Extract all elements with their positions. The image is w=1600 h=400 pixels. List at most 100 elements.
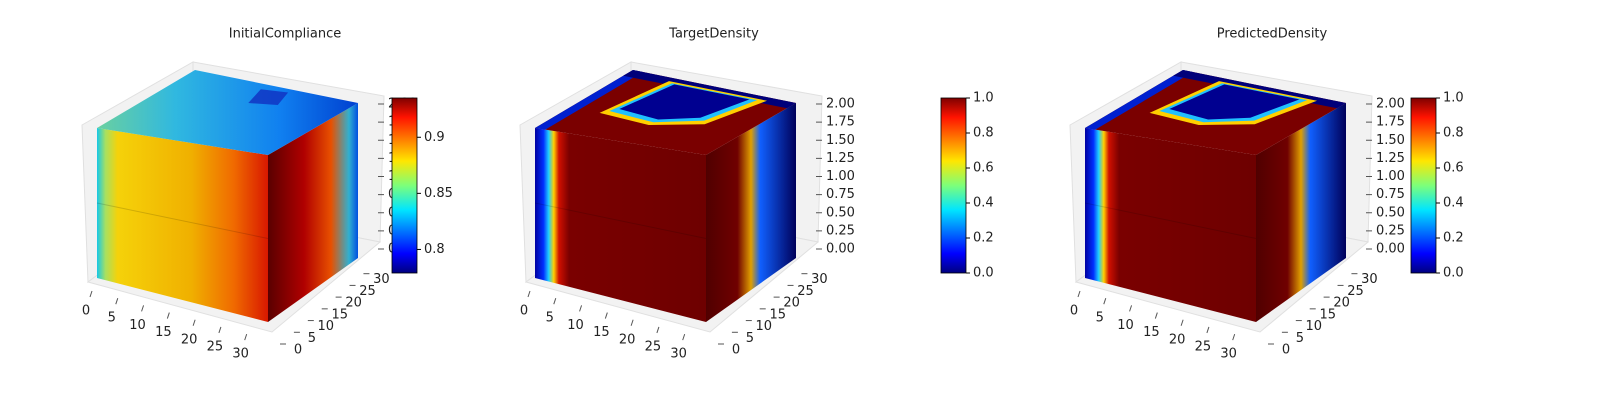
z-tick-label: 0.50: [1376, 205, 1405, 220]
x-tick: [630, 319, 634, 326]
y-tick-label: 15: [1319, 307, 1336, 322]
z-tick-label: 1.50: [826, 133, 855, 148]
z-tick-label: 0.50: [826, 205, 855, 220]
y-tick-label: 15: [331, 307, 348, 322]
top-hole: [1169, 84, 1300, 120]
box-top: [97, 70, 358, 155]
colorbar-tick-label: 0.0: [973, 266, 994, 281]
x-tick-label: 25: [207, 339, 224, 354]
colorbar-tick-label: 0.8: [973, 126, 994, 141]
x-tick: [682, 333, 686, 341]
top-front-strip: [1085, 70, 1193, 130]
colorbar-tick-label: 0.8: [1443, 126, 1464, 141]
y-tick-label: 30: [811, 272, 828, 287]
box-seam: [534, 202, 707, 239]
z-tick-label: 0.00: [826, 242, 855, 257]
x-tick-label: 5: [108, 311, 116, 326]
y-tick-label: 0: [732, 343, 740, 358]
z-tick-label: 0.00: [1376, 242, 1405, 257]
x-tick: [141, 305, 145, 312]
y-tick-label: 20: [345, 296, 362, 311]
colorbar-tick-label: 0.2: [973, 231, 994, 246]
box-front: [1085, 128, 1256, 322]
top-hole: [619, 84, 750, 120]
x-tick: [1232, 333, 1236, 341]
y-tick-label: 10: [756, 319, 773, 334]
x-tick-label: 15: [155, 325, 172, 340]
x-tick-label: 10: [1117, 318, 1134, 333]
panel-title: PredictedDensity: [1217, 27, 1328, 42]
z-tick-label: 2.00: [1376, 97, 1405, 112]
x-tick-label: 0: [1070, 304, 1078, 319]
x-tick: [166, 312, 170, 319]
top-front-strip: [535, 70, 643, 130]
x-tick-label: 5: [546, 311, 554, 326]
y-tick-label: 20: [1333, 296, 1350, 311]
x-tick-label: 30: [1220, 347, 1237, 362]
y-tick-label: 20: [783, 296, 800, 311]
x-tick: [1206, 326, 1210, 334]
z-tick-label: 1.00: [1376, 169, 1405, 184]
x-tick: [604, 312, 608, 319]
z-tick-label: 0.25: [1376, 223, 1405, 238]
y-tick-label: 30: [373, 272, 390, 287]
x-tick: [115, 298, 119, 305]
y-tick-label: 0: [1282, 343, 1290, 358]
x-tick-label: 20: [619, 332, 636, 347]
y-tick-label: 25: [797, 284, 814, 299]
x-tick: [1077, 290, 1081, 298]
z-tick-label: 0.75: [826, 187, 855, 202]
colorbar-tick-label: 0.8: [424, 242, 445, 257]
y-tick-label: 10: [1306, 319, 1323, 334]
y-tick-label: 15: [769, 307, 786, 322]
panel-title: InitialCompliance: [229, 27, 342, 42]
x-tick-label: 30: [670, 347, 687, 362]
x-tick-label: 25: [1195, 339, 1212, 354]
y-tick-label: 10: [318, 319, 335, 334]
y-tick-label: 5: [308, 331, 316, 346]
x-tick-label: 0: [520, 304, 528, 319]
box-front: [535, 128, 706, 322]
colorbar-tick-label: 0.4: [973, 196, 994, 211]
x-tick: [527, 290, 531, 298]
y-tick-label: 25: [359, 284, 376, 299]
colorbar-tick-label: 0.6: [1443, 161, 1464, 176]
colorbar: [940, 97, 967, 274]
y-tick-label: 5: [746, 331, 754, 346]
x-tick-label: 30: [232, 347, 249, 362]
x-tick: [553, 298, 557, 305]
colorbar-tick-label: 0.0: [1443, 266, 1464, 281]
colorbar-tick-label: 1.0: [973, 91, 994, 106]
z-tick-label: 0.75: [1376, 187, 1405, 202]
box-seam: [96, 202, 269, 239]
box-seam: [1084, 202, 1257, 239]
x-tick: [1180, 319, 1184, 326]
x-tick: [192, 319, 196, 326]
box-front: [97, 128, 268, 322]
box-right: [706, 103, 796, 322]
x-tick-label: 20: [181, 332, 198, 347]
z-tick-label: 0.25: [826, 223, 855, 238]
colorbar-tick-label: 0.85: [424, 186, 453, 201]
x-tick-label: 15: [1143, 325, 1160, 340]
colorbar-tick-label: 0.6: [973, 161, 994, 176]
x-tick: [579, 305, 583, 312]
y-tick-label: 30: [1361, 272, 1378, 287]
x-tick: [244, 333, 248, 341]
z-tick-label: 1.75: [826, 115, 855, 130]
x-tick-label: 5: [1096, 311, 1104, 326]
z-tick-label: 1.25: [1376, 151, 1405, 166]
y-tick-label: 0: [294, 343, 302, 358]
x-tick: [89, 290, 93, 298]
x-tick-label: 20: [1169, 332, 1186, 347]
x-tick: [656, 326, 660, 334]
x-tick: [218, 326, 222, 334]
colorbar-tick-label: 1.0: [1443, 91, 1464, 106]
x-tick-label: 0: [82, 304, 90, 319]
colorbar-tick-label: 0.9: [424, 130, 445, 145]
x-tick: [1103, 298, 1107, 305]
x-tick: [1129, 305, 1133, 312]
x-tick-label: 10: [129, 318, 146, 333]
panel-title: TargetDensity: [668, 27, 759, 42]
box-right: [1256, 103, 1346, 322]
